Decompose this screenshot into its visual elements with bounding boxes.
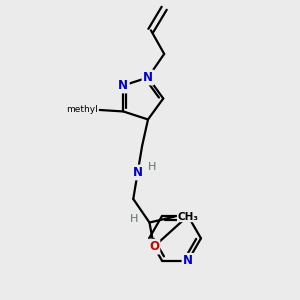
Text: O: O xyxy=(149,240,159,253)
Text: H: H xyxy=(148,162,156,172)
Text: H: H xyxy=(130,214,138,224)
Text: methyl: methyl xyxy=(66,105,98,114)
Text: N: N xyxy=(118,79,128,92)
Text: CH₃: CH₃ xyxy=(177,212,198,222)
Text: N: N xyxy=(143,71,153,84)
Text: N: N xyxy=(133,166,143,179)
Text: N: N xyxy=(183,254,193,267)
